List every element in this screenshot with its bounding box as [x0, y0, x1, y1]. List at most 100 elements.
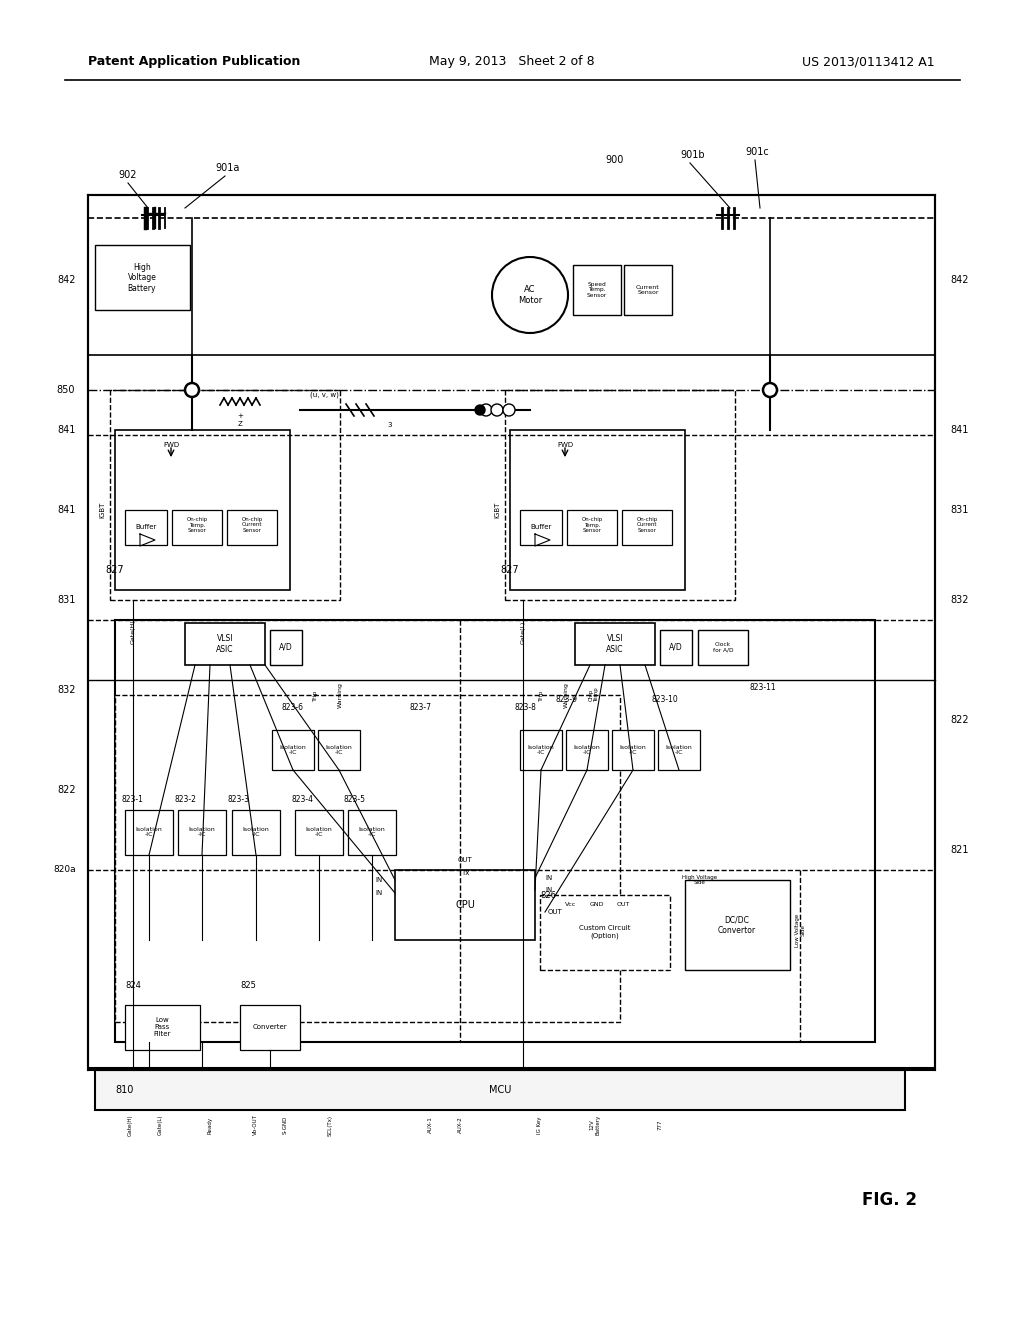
Text: 850: 850	[56, 385, 75, 395]
Text: 823-7: 823-7	[409, 704, 431, 713]
Bar	[520, 510, 562, 545]
Text: IGBT: IGBT	[99, 502, 105, 519]
Text: 842: 842	[57, 275, 76, 285]
Text: 821: 821	[950, 845, 969, 855]
Text: +
Z: + Z	[238, 413, 243, 426]
Bar	[566, 730, 608, 770]
Text: IGBT: IGBT	[494, 502, 500, 519]
Text: Vb-OUT: Vb-OUT	[253, 1114, 257, 1135]
Text: Buffer: Buffer	[530, 524, 552, 531]
Text: MCU: MCU	[488, 1085, 511, 1096]
Text: 827: 827	[500, 565, 518, 576]
Bar	[125, 810, 173, 855]
Text: AUX-2: AUX-2	[458, 1117, 463, 1134]
Text: 832: 832	[57, 685, 76, 696]
Text: OUT: OUT	[548, 909, 563, 915]
Bar	[698, 630, 748, 665]
Text: 823-2: 823-2	[174, 796, 196, 804]
Bar	[510, 430, 685, 590]
Text: FWD: FWD	[163, 442, 179, 447]
Text: Low Voltage
Side: Low Voltage Side	[795, 913, 806, 946]
Bar	[624, 265, 672, 315]
Text: Trip: Trip	[539, 689, 544, 701]
Text: 823-10: 823-10	[651, 696, 678, 705]
Text: Gate(L): Gate(L)	[158, 1115, 163, 1135]
Text: Low
Pass
Filter: Low Pass Filter	[154, 1016, 171, 1038]
Text: Tx: Tx	[461, 870, 469, 876]
Bar	[660, 630, 692, 665]
Text: 823-5: 823-5	[344, 796, 366, 804]
Text: Isolation
-IC: Isolation -IC	[188, 826, 215, 837]
Bar	[573, 265, 621, 315]
Text: Current
Sensor: Current Sensor	[636, 285, 659, 296]
Circle shape	[475, 405, 485, 414]
Bar	[348, 810, 396, 855]
Bar	[115, 696, 620, 1022]
Text: 3: 3	[388, 422, 392, 428]
Text: 841: 841	[950, 425, 969, 436]
Text: Gate(L): Gate(L)	[520, 620, 525, 644]
Text: 901c: 901c	[745, 147, 769, 157]
Text: 823-11: 823-11	[750, 684, 776, 693]
Text: 12V
Battery: 12V Battery	[590, 1115, 600, 1135]
Text: 842: 842	[950, 275, 969, 285]
Text: 900: 900	[606, 154, 625, 165]
Text: Isolation
-IC: Isolation -IC	[326, 744, 352, 755]
Bar	[622, 510, 672, 545]
Bar	[295, 810, 343, 855]
Text: Ready: Ready	[208, 1117, 213, 1134]
Text: 810: 810	[115, 1085, 133, 1096]
Text: S-GND: S-GND	[283, 1115, 288, 1134]
Text: AUX-1: AUX-1	[427, 1117, 432, 1134]
Bar	[227, 510, 278, 545]
Text: Custom Circuit
(Option): Custom Circuit (Option)	[580, 925, 631, 939]
Text: (u, v, w): (u, v, w)	[310, 392, 339, 399]
Text: VLSI
ASIC: VLSI ASIC	[216, 635, 233, 653]
Text: 841: 841	[57, 506, 76, 515]
Text: Buffer: Buffer	[135, 524, 157, 531]
Bar	[567, 510, 617, 545]
Text: Warning: Warning	[563, 682, 568, 708]
Text: 823-1: 823-1	[121, 796, 143, 804]
Bar	[520, 730, 562, 770]
Text: A/D: A/D	[669, 643, 683, 652]
Text: CPU: CPU	[455, 900, 475, 909]
Text: Isolation
-IC: Isolation -IC	[666, 744, 692, 755]
Text: 825: 825	[240, 981, 256, 990]
Bar	[318, 730, 360, 770]
Bar	[110, 389, 340, 601]
Bar	[125, 1005, 200, 1049]
Text: DC/DC
Convertor: DC/DC Convertor	[718, 915, 756, 935]
Text: US 2013/0113412 A1: US 2013/0113412 A1	[803, 55, 935, 69]
Bar	[88, 195, 935, 1068]
Text: 827: 827	[105, 565, 124, 576]
Bar	[540, 895, 670, 970]
Text: 831: 831	[950, 506, 969, 515]
Bar	[240, 1005, 300, 1049]
Text: SCL(Tx): SCL(Tx)	[328, 1114, 333, 1135]
Text: Isolation
-IC: Isolation -IC	[620, 744, 646, 755]
Text: Trip: Trip	[312, 689, 317, 701]
Text: Speed
Temp.
Sensor: Speed Temp. Sensor	[587, 281, 607, 298]
Text: Vcc: Vcc	[565, 903, 577, 908]
Text: Gate(H): Gate(H)	[128, 1114, 132, 1135]
Text: FIG. 2: FIG. 2	[862, 1191, 918, 1209]
Bar	[575, 623, 655, 665]
Text: Converter: Converter	[253, 1024, 288, 1030]
Circle shape	[185, 383, 199, 397]
Circle shape	[480, 404, 492, 416]
Bar	[95, 1071, 905, 1110]
Circle shape	[503, 404, 515, 416]
Text: A/D: A/D	[280, 643, 293, 652]
Text: 832: 832	[950, 595, 969, 605]
Text: 823-3: 823-3	[228, 796, 250, 804]
Bar	[115, 430, 290, 590]
Circle shape	[763, 383, 777, 397]
Text: May 9, 2013   Sheet 2 of 8: May 9, 2013 Sheet 2 of 8	[429, 55, 595, 69]
Bar	[505, 389, 735, 601]
Text: Isolation
-IC: Isolation -IC	[305, 826, 333, 837]
Circle shape	[492, 257, 568, 333]
Text: On-chip
Temp.
Sensor: On-chip Temp. Sensor	[186, 516, 208, 533]
Text: OUT: OUT	[617, 903, 631, 908]
Text: Isolation
-IC: Isolation -IC	[573, 744, 600, 755]
